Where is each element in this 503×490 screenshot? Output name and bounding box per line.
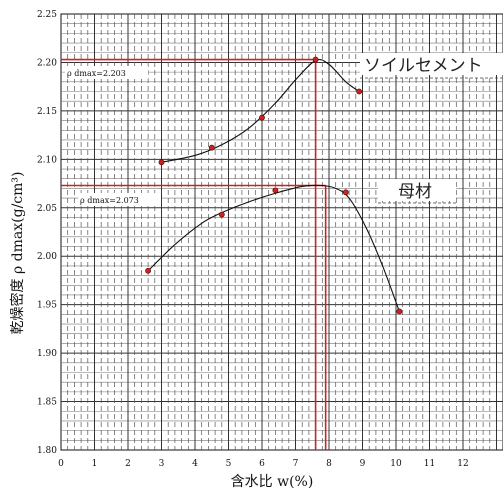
x-tick-label: 3 <box>159 459 165 469</box>
x-tick-label: 9 <box>360 459 366 469</box>
y-tick-label: 1.90 <box>37 349 57 359</box>
annotation-dmax-1: ρ dmax=2.203 <box>67 69 126 78</box>
data-point-s2-4 <box>342 189 349 196</box>
x-tick-label: 12 <box>457 459 468 469</box>
x-tick-label: 11 <box>424 459 435 469</box>
y-tick-label: 2.05 <box>37 204 57 214</box>
data-point-s2-5 <box>396 308 403 315</box>
x-tick-label: 1 <box>92 459 98 469</box>
y-tick-label: 2.25 <box>37 10 57 20</box>
tick-labels: 1.80 1.85 1.90 1.95 2.00 2.05 2.10 2.15 2.20 2.25… <box>37 10 469 469</box>
x-tick-label: 2 <box>125 459 131 469</box>
data-point-s2-3 <box>272 187 279 194</box>
curve-series-2 <box>147 184 400 312</box>
y-tick-label: 2.00 <box>37 252 57 262</box>
curve-series-1 <box>161 58 360 163</box>
fitted-curves <box>147 58 400 312</box>
series-label-bg-soil-cement <box>360 53 503 75</box>
data-point-s2-2 <box>218 211 225 218</box>
y-tick-label: 2.10 <box>37 155 57 165</box>
data-point-s1-1 <box>158 159 165 166</box>
y-tick-label: 2.15 <box>37 107 57 117</box>
data-point-s1-5 <box>356 88 363 95</box>
y-tick-label: 1.80 <box>37 446 57 456</box>
x-tick-label: 4 <box>192 459 198 469</box>
x-tick-label: 6 <box>259 459 265 469</box>
x-tick-label: 0 <box>58 459 64 469</box>
data-point-s1-3 <box>259 114 265 121</box>
x-axis-title: 含水比 w(%) <box>231 474 314 490</box>
series-label-base: 母材 <box>398 182 432 202</box>
annotation-bg-2 <box>78 193 161 206</box>
annotation-bg-1 <box>65 66 148 79</box>
x-tick-label: 10 <box>390 459 402 469</box>
y-tick-label: 1.95 <box>37 301 57 311</box>
reference-lines <box>61 58 327 450</box>
annotations: ρ dmax=2.203 ρ dmax=2.073 <box>65 66 161 206</box>
x-tick-label: 7 <box>293 459 299 469</box>
y-axis-title: 乾燥密度 ρ dmax(g/cm³) <box>9 172 26 335</box>
x-tick-label: 8 <box>326 459 332 469</box>
data-point-s2-1 <box>145 267 151 274</box>
series-label-bg-base <box>378 179 456 201</box>
data-point-s1-2 <box>208 144 215 151</box>
y-tick-label: 1.85 <box>37 398 57 408</box>
data-point-s1-4 <box>312 56 319 63</box>
grid-layer <box>60 13 503 451</box>
x-tick-label: 5 <box>226 459 232 469</box>
series-label-soil-cement: ソイルセメント <box>364 56 483 76</box>
data-points <box>145 56 403 315</box>
series-labels: ソイルセメント 母材 <box>360 53 503 204</box>
y-tick-label: 2.20 <box>37 58 57 68</box>
annotation-dmax-2: ρ dmax=2.073 <box>80 196 139 205</box>
